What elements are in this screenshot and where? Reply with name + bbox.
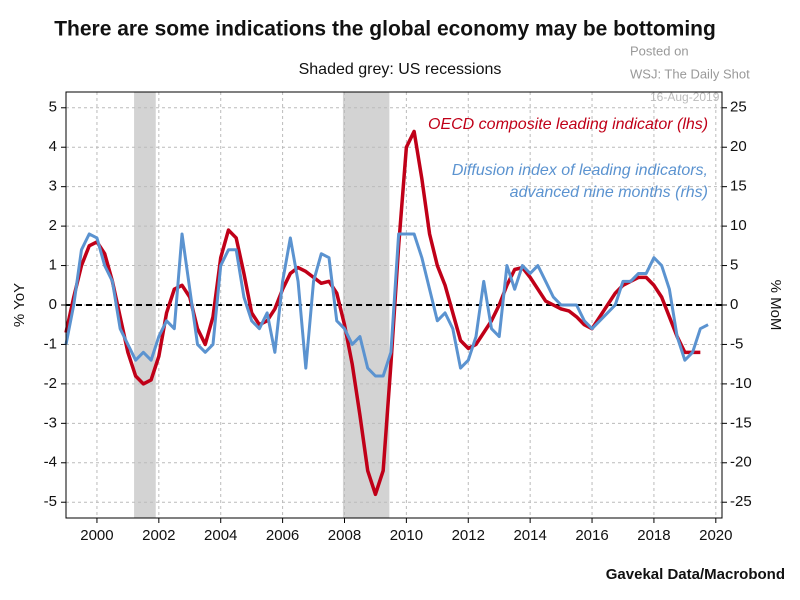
y2-tick-label: -15 [730,414,752,431]
y-tick-label: -2 [44,375,57,392]
y-tick-label: 4 [49,138,57,155]
x-tick-label: 2018 [637,527,670,544]
watermark: Posted on [630,43,689,58]
series-line [64,232,709,378]
y2-tick-label: -20 [730,454,752,471]
x-tick-label: 2004 [204,527,237,544]
legend-label: OECD composite leading indicator (lhs) [428,116,709,133]
legend-label: Diffusion index of leading indicators, a… [451,162,708,201]
x-tick-label: 2016 [575,527,608,544]
x-tick-label: 2000 [80,527,113,544]
x-tick-label: 2002 [142,527,175,544]
x-tick-label: 2010 [390,527,423,544]
y-axis-label: % YoY [11,283,28,327]
y2-tick-label: 10 [730,217,747,234]
y-tick-label: -1 [44,335,57,352]
plot-frame [65,91,723,519]
chart-subtitle: Shaded grey: US recessions [299,61,502,78]
chart-title: There are some indications the global ec… [54,18,716,41]
y-tick-label: 1 [49,257,57,274]
y2-tick-label: -25 [730,493,752,510]
watermark: 16-Aug-2019 [650,90,720,104]
y2-tick-label: -10 [730,375,752,392]
y2-tick-label: 15 [730,178,747,195]
y-tick-label: -5 [44,493,57,510]
y-tick-label: 0 [49,296,57,313]
x-tick-label: 2020 [699,527,732,544]
x-tick-label: 2012 [452,527,485,544]
y-tick-label: 3 [49,178,57,195]
y2-tick-label: 20 [730,138,747,155]
y-tick-label: -3 [44,414,57,431]
y2-tick-label: -5 [730,335,743,352]
y2-tick-label: 0 [730,296,738,313]
y-tick-label: -4 [44,454,57,471]
y-tick-label: 2 [49,217,57,234]
y2-axis-label: % MoM [767,280,784,331]
x-tick-label: 2006 [266,527,299,544]
y-tick-label: 5 [49,99,57,116]
source: Gavekal Data/Macrobond [606,566,785,583]
x-tick-label: 2008 [328,527,361,544]
y2-tick-label: 5 [730,257,738,274]
x-tick-label: 2014 [513,527,546,544]
y2-tick-label: 25 [730,99,747,116]
watermark: WSJ: The Daily Shot [630,66,750,81]
